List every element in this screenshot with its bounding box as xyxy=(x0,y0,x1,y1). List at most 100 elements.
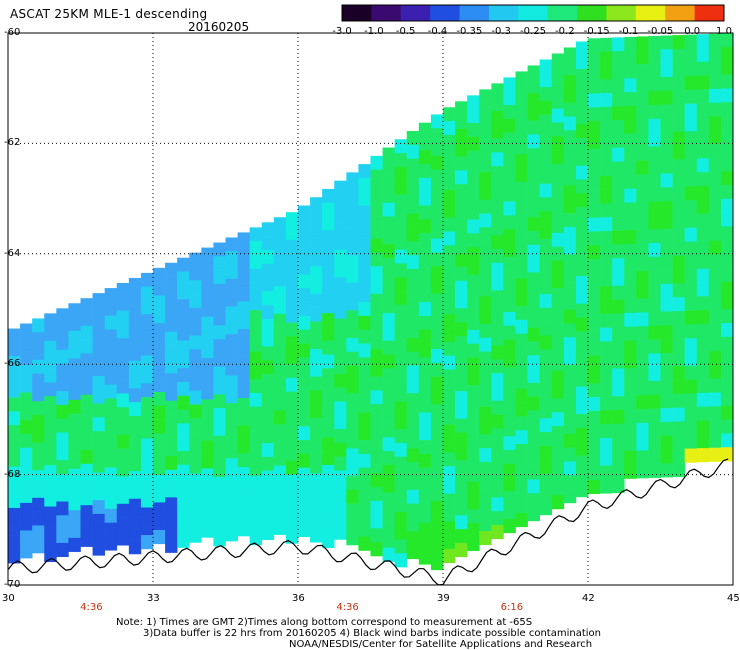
wind-cell xyxy=(588,176,601,191)
colorbar-tick-label: -0.25 xyxy=(520,26,546,37)
wind-cell xyxy=(648,35,661,51)
wind-cell xyxy=(358,302,371,317)
wind-cell xyxy=(382,520,395,535)
wind-cell xyxy=(624,285,637,300)
wind-cell xyxy=(370,500,383,515)
wind-cell xyxy=(44,340,57,356)
wind-cell xyxy=(370,266,383,281)
wind-cell xyxy=(237,439,250,454)
wind-cell xyxy=(225,251,238,266)
wind-cell xyxy=(273,479,287,494)
wind-cell xyxy=(708,157,722,172)
wind-cell xyxy=(455,211,468,226)
wind-cell xyxy=(455,404,468,420)
wind-cell xyxy=(563,433,577,448)
wind-cell xyxy=(310,459,323,474)
wind-cell xyxy=(346,282,359,297)
wind-cell xyxy=(310,211,323,226)
wind-cell xyxy=(479,392,492,408)
wind-cell xyxy=(696,75,710,90)
wind-cell xyxy=(479,420,492,435)
wind-cell xyxy=(68,413,81,428)
wind-cell xyxy=(418,384,432,399)
wind-cell xyxy=(636,215,649,230)
wind-cell xyxy=(648,229,661,244)
wind-cell xyxy=(551,426,565,441)
wind-cell xyxy=(551,108,565,123)
wind-cell xyxy=(636,188,649,203)
wind-cell xyxy=(116,338,130,353)
wind-cell xyxy=(600,148,613,163)
wind-cell xyxy=(455,101,468,116)
wind-cell xyxy=(600,355,613,370)
wind-cell xyxy=(394,539,408,554)
wind-cell xyxy=(382,395,395,411)
wind-cell xyxy=(491,524,504,540)
wind-cell xyxy=(720,336,734,351)
wind-cell xyxy=(177,395,190,410)
wind-cell xyxy=(515,181,528,196)
wind-cell xyxy=(346,462,359,477)
wind-cell xyxy=(467,95,480,110)
wind-cell xyxy=(563,254,577,269)
wind-cell xyxy=(491,304,504,319)
wind-cell xyxy=(648,187,661,202)
colorbar-tick-label: -0.15 xyxy=(583,26,610,37)
wind-cell xyxy=(370,293,383,308)
wind-cell xyxy=(624,64,637,79)
wind-cell xyxy=(382,271,395,286)
wind-cell xyxy=(370,487,383,502)
wind-cell xyxy=(32,428,45,443)
wind-cell xyxy=(418,371,432,386)
wind-cell xyxy=(443,121,456,136)
wind-cell xyxy=(430,211,444,226)
wind-cell xyxy=(189,418,202,433)
wind-cell xyxy=(575,414,589,429)
wind-cell xyxy=(249,296,263,311)
wind-cell xyxy=(273,341,287,356)
wind-cell xyxy=(68,303,81,318)
wind-cell xyxy=(588,65,601,80)
wind-cell xyxy=(455,363,468,378)
latitude-label: -60 xyxy=(4,27,21,38)
wind-cell xyxy=(660,339,673,354)
wind-cell xyxy=(237,384,250,399)
wind-cell xyxy=(551,288,565,303)
wind-cell xyxy=(660,49,673,64)
wind-cell xyxy=(503,408,516,423)
wind-cell xyxy=(56,349,69,364)
wind-cell xyxy=(394,498,408,513)
wind-cell xyxy=(382,506,395,521)
wind-cell xyxy=(153,295,166,310)
wind-cell xyxy=(684,227,698,242)
wind-cell xyxy=(68,427,81,442)
wind-cell xyxy=(382,244,395,259)
wind-cell xyxy=(32,346,45,361)
wind-cell xyxy=(80,394,93,409)
wind-cell xyxy=(128,415,142,431)
wind-cell xyxy=(696,365,710,380)
wind-cell xyxy=(406,475,420,491)
wind-cell xyxy=(467,233,480,248)
wind-cell xyxy=(140,328,154,343)
wind-cell xyxy=(443,535,456,550)
wind-cell xyxy=(104,288,118,303)
wind-cell xyxy=(128,471,142,486)
wind-cell xyxy=(648,394,661,409)
wind-cell xyxy=(370,224,383,239)
wind-cell xyxy=(612,120,625,135)
wind-cell xyxy=(56,418,69,433)
wind-cell xyxy=(370,335,383,350)
wind-cell xyxy=(539,87,553,102)
wind-cell xyxy=(503,187,516,202)
wind-cell xyxy=(588,410,601,425)
wind-cell xyxy=(322,354,335,369)
wind-cell xyxy=(672,297,685,312)
wind-cell xyxy=(672,366,685,381)
wind-cell xyxy=(8,397,21,412)
wind-cell xyxy=(455,156,468,171)
wind-cell xyxy=(394,291,408,306)
wind-cell xyxy=(346,448,359,463)
wind-cell xyxy=(201,495,214,511)
wind-cell xyxy=(575,96,589,111)
